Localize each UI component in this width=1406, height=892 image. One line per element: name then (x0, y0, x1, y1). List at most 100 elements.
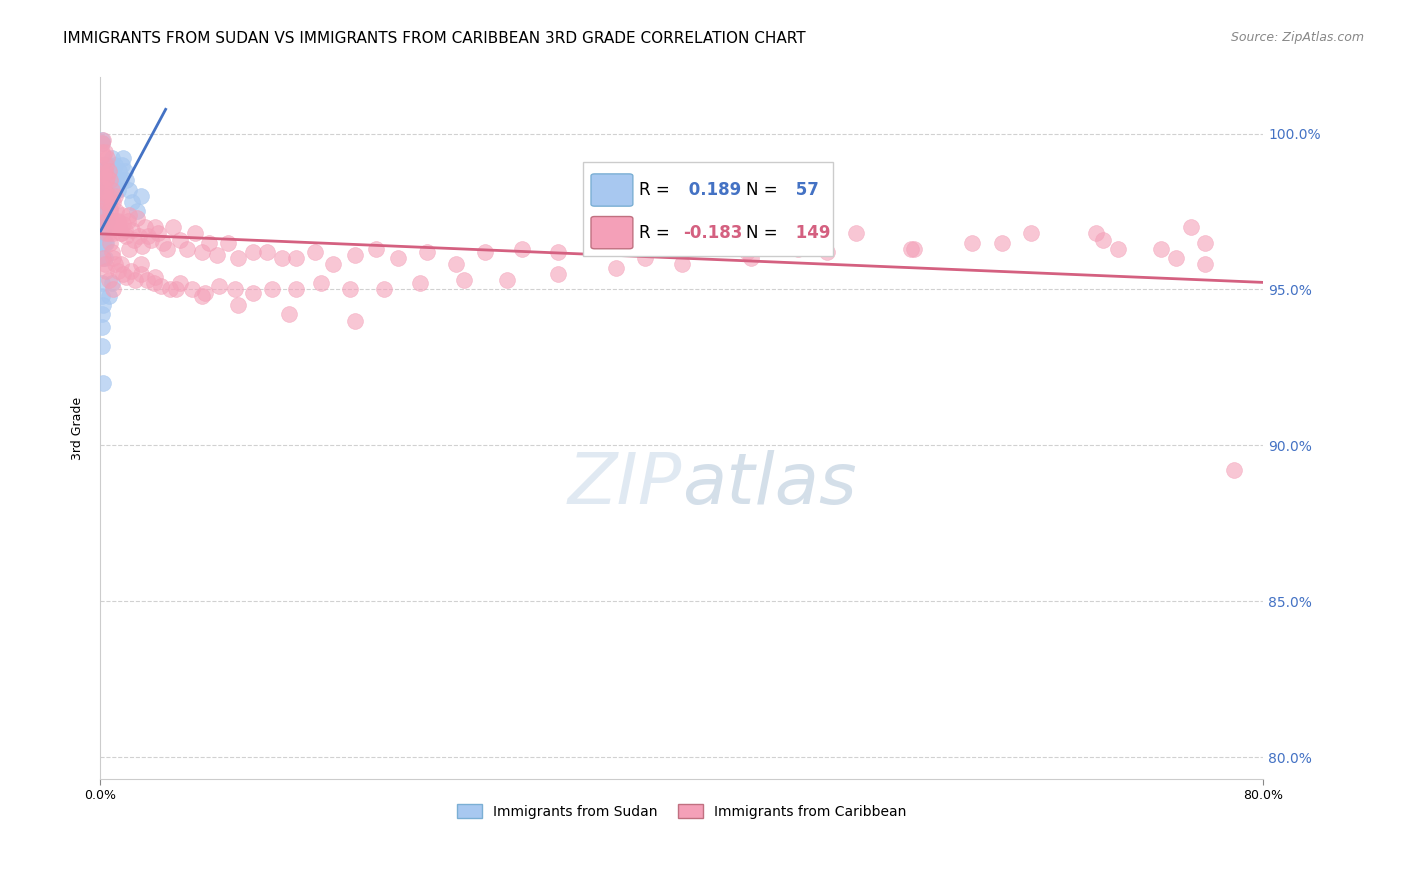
Point (134, 220, 156, 235)
Point (496, 273, 519, 287)
Point (148, 227, 170, 241)
Point (91, 214, 114, 228)
Point (103, 227, 125, 241)
Point (97, 189, 120, 203)
Text: N =: N = (745, 181, 783, 199)
Point (91, 179, 114, 194)
Point (118, 208, 141, 222)
Text: R =: R = (638, 224, 675, 242)
Point (224, 282, 246, 296)
Point (90, 158, 112, 172)
Point (97, 195, 120, 210)
Point (94, 158, 117, 172)
Point (104, 183, 127, 197)
Point (159, 282, 181, 296)
Point (165, 282, 187, 296)
Text: Source: ZipAtlas.com: Source: ZipAtlas.com (1230, 31, 1364, 45)
Point (96, 170, 118, 185)
Point (93, 252, 115, 266)
Point (104, 258, 127, 272)
Point (304, 245, 326, 260)
Point (120, 264, 142, 278)
Text: 57: 57 (790, 181, 818, 199)
Point (91, 148, 114, 162)
Point (242, 245, 264, 260)
Point (1180, 220, 1202, 235)
Point (260, 282, 283, 296)
Point (162, 220, 184, 235)
Point (547, 267, 569, 281)
Point (91, 167, 114, 181)
Point (125, 211, 148, 225)
Point (90, 195, 112, 210)
Point (339, 282, 361, 296)
Point (115, 173, 138, 187)
Point (387, 252, 409, 266)
FancyBboxPatch shape (591, 174, 633, 206)
Point (104, 220, 127, 235)
Point (91, 136, 114, 150)
Point (145, 220, 167, 235)
Point (685, 235, 707, 250)
Point (93, 220, 115, 235)
Point (96, 152, 118, 166)
Point (96, 195, 118, 210)
Point (91, 235, 114, 250)
Text: 149: 149 (790, 224, 831, 242)
Point (97, 273, 120, 287)
Point (115, 270, 138, 285)
Point (94, 214, 117, 228)
Point (91, 252, 114, 266)
Point (143, 276, 166, 290)
Point (93, 145, 115, 160)
Point (510, 242, 533, 256)
Point (91, 298, 114, 312)
Point (111, 158, 134, 172)
Point (101, 276, 124, 290)
Point (135, 273, 157, 287)
Point (228, 252, 250, 266)
Point (446, 258, 468, 272)
Text: ZIP: ZIP (568, 450, 682, 519)
Point (90, 189, 112, 203)
Text: N =: N = (745, 224, 783, 242)
Point (107, 183, 129, 197)
Point (1164, 252, 1187, 266)
Point (97, 288, 120, 302)
Text: 0.189: 0.189 (683, 181, 741, 199)
Point (100, 164, 122, 178)
Point (103, 195, 125, 210)
Point (108, 220, 131, 235)
Point (453, 273, 475, 287)
Point (605, 260, 627, 275)
Point (152, 235, 174, 250)
Point (343, 248, 366, 262)
Point (256, 245, 278, 260)
Point (110, 227, 132, 241)
Point (183, 227, 205, 241)
Point (110, 258, 132, 272)
Point (101, 183, 124, 197)
Point (1085, 227, 1108, 241)
Point (125, 204, 148, 219)
Text: atlas: atlas (682, 450, 856, 519)
Point (93, 214, 115, 228)
Point (735, 245, 758, 260)
Point (96, 214, 118, 228)
Point (90, 319, 112, 334)
Point (90, 173, 112, 187)
Point (96, 173, 118, 187)
Point (322, 258, 344, 272)
Point (787, 242, 810, 256)
Point (118, 183, 141, 197)
Text: -0.183: -0.183 (683, 224, 742, 242)
Point (93, 258, 115, 272)
Point (108, 164, 131, 178)
Point (122, 233, 145, 247)
Point (191, 245, 214, 260)
Point (103, 252, 125, 266)
Point (191, 288, 214, 302)
Point (91, 252, 114, 266)
Point (124, 273, 146, 287)
Point (131, 239, 153, 253)
